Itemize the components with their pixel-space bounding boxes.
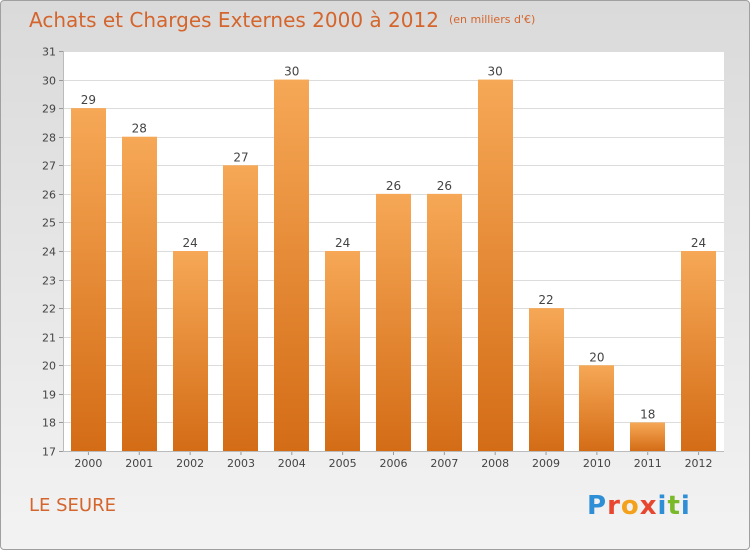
bar-2008 [478, 79, 513, 452]
bar-2004 [274, 79, 309, 452]
bar-2011 [630, 422, 665, 451]
logo-letter: P [587, 491, 608, 521]
y-tick-label: 20 [42, 360, 56, 373]
bar-2001 [122, 136, 157, 451]
bar-value-label: 30 [488, 65, 503, 79]
x-tick-label: 2003 [227, 457, 255, 470]
x-tick-label: 2006 [380, 457, 408, 470]
x-tick-label: 2002 [176, 457, 204, 470]
bars: 29 28 24 27 30 24 26 26 30 22 20 18 24 [71, 65, 716, 452]
place-name: LE SEURE [29, 495, 116, 516]
bar-value-label: 29 [81, 93, 96, 107]
y-tick-label: 25 [42, 217, 56, 230]
y-tick-label: 29 [42, 103, 56, 116]
x-tick-label: 2009 [532, 457, 560, 470]
logo-letter: i [657, 491, 668, 521]
bar-value-label: 24 [182, 236, 197, 250]
y-tick-label: 19 [42, 389, 56, 402]
y-tick-label: 24 [42, 246, 56, 259]
bar-2012 [681, 251, 716, 451]
proxiti-logo[interactable]: Proxiti [587, 491, 691, 521]
logo-letter: i [680, 491, 691, 521]
bar-2005 [325, 251, 360, 451]
chart-title: Achats et Charges Externes 2000 à 2012 (e… [29, 8, 535, 32]
bar-value-label: 26 [437, 179, 452, 193]
x-axis-ticks: 2000 2001 2002 2003 2004 2005 2006 2007 2008 2009… [74, 451, 713, 470]
bar-value-label: 24 [335, 236, 350, 250]
bar-value-label: 18 [640, 407, 655, 421]
bar-value-label: 26 [386, 179, 401, 193]
y-tick-label: 18 [42, 417, 56, 430]
logo-letter: r [607, 491, 621, 521]
y-tick-label: 26 [42, 189, 56, 202]
x-tick-label: 2008 [481, 457, 509, 470]
y-tick-label: 22 [42, 303, 56, 316]
bar-2007 [427, 193, 462, 451]
x-tick-label: 2004 [278, 457, 306, 470]
chart-unit: (en milliers d'€) [448, 13, 536, 26]
bar-2003 [223, 165, 258, 452]
bar-value-label: 20 [589, 350, 604, 364]
x-tick-label: 2001 [125, 457, 153, 470]
logo-letter: o [620, 491, 640, 521]
bar-2009 [529, 308, 564, 451]
x-tick-label: 2007 [430, 457, 458, 470]
bar-2010 [579, 365, 614, 451]
y-axis-ticks: 17 18 19 20 21 22 23 24 25 26 27 28 29 30 31 [42, 46, 63, 459]
bar-2006 [376, 193, 411, 451]
x-tick-label: 2005 [329, 457, 357, 470]
bar-value-label: 28 [132, 122, 147, 136]
bar-2002 [173, 251, 208, 451]
y-tick-label: 21 [42, 332, 56, 345]
x-tick-label: 2012 [685, 457, 713, 470]
x-tick-label: 2010 [583, 457, 611, 470]
y-tick-label: 30 [42, 75, 56, 88]
x-tick-label: 2000 [74, 457, 102, 470]
logo-letter: t [667, 491, 681, 521]
bar-value-label: 30 [284, 65, 299, 79]
y-tick-label: 23 [42, 275, 56, 288]
logo-letter: x [639, 491, 658, 521]
bar-value-label: 27 [233, 150, 248, 164]
chart-title-text: Achats et Charges Externes 2000 à 2012 [29, 8, 439, 32]
bar-value-label: 22 [538, 293, 553, 307]
y-tick-label: 17 [42, 446, 56, 459]
y-tick-label: 27 [42, 160, 56, 173]
bar-2000 [71, 108, 106, 452]
y-tick-label: 31 [42, 46, 56, 59]
y-tick-label: 28 [42, 132, 56, 145]
bar-value-label: 24 [691, 236, 706, 250]
x-tick-label: 2011 [634, 457, 662, 470]
